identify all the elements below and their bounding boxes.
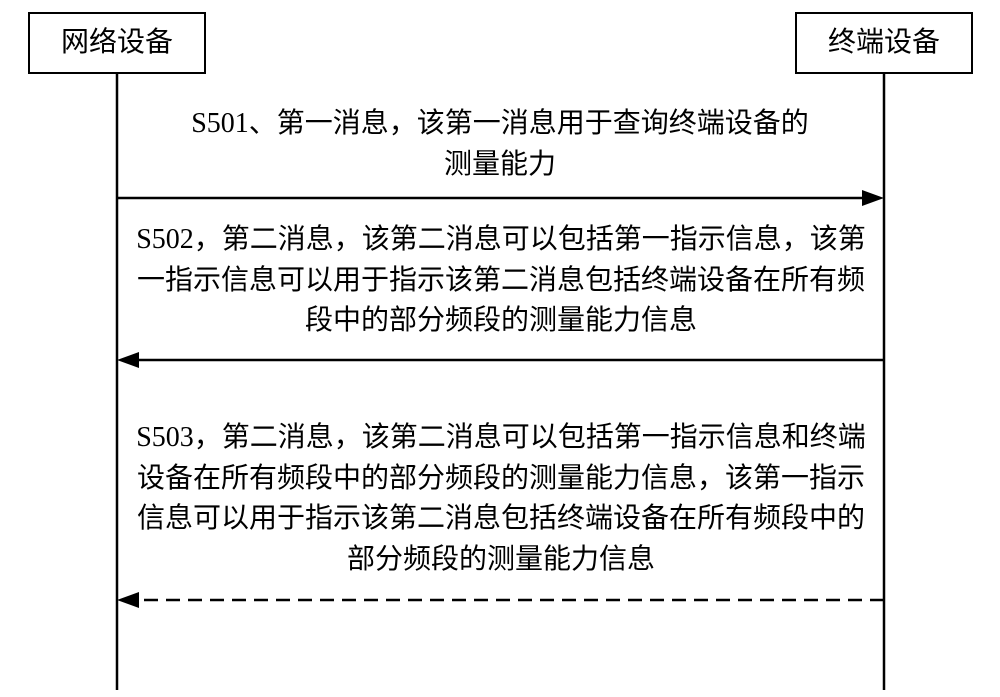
actor-label: 终端设备 xyxy=(828,26,940,60)
message-label-s501: S501、第一消息，该第一消息用于查询终端设备的测量能力 xyxy=(180,104,820,185)
actor-box-network-device: 网络设备 xyxy=(28,12,206,74)
actor-box-terminal-device: 终端设备 xyxy=(795,12,973,74)
actor-label: 网络设备 xyxy=(61,26,173,60)
message-label-s503: S503，第二消息，该第二消息可以包括第一指示信息和终端设备在所有频段中的部分频… xyxy=(136,418,866,580)
message-label-s502: S502，第二消息，该第二消息可以包括第一指示信息，该第一指示信息可以用于指示该… xyxy=(136,220,866,342)
sequence-diagram: 网络设备 终端设备 S501、第一消息，该第一消息用于查询终端设备的测量能力 S… xyxy=(0,0,1000,697)
